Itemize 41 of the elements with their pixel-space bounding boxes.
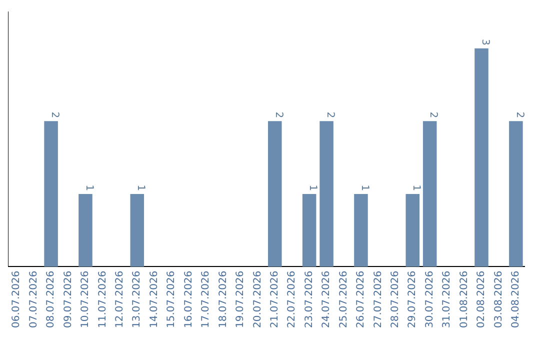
x-tick-label: 28.07.2026	[390, 270, 401, 328]
x-tick-label: 23.07.2026	[304, 270, 315, 328]
x-tick-label: 02.08.2026	[476, 270, 488, 328]
x-tick-label: 03.08.2026	[493, 270, 504, 328]
x-tick-label: 11.07.2026	[97, 270, 108, 328]
x-tick-label: 20.07.2026	[252, 270, 264, 328]
x-tick-label: 29.07.2026	[407, 270, 418, 328]
x-tick-label: 16.07.2026	[183, 270, 194, 328]
x-tick-label: 13.07.2026	[132, 270, 143, 328]
x-tick-label: 25.07.2026	[338, 270, 350, 328]
data-label: 1	[83, 184, 94, 191]
x-tick-label: 27.07.2026	[372, 270, 384, 328]
data-label: 3	[479, 39, 490, 46]
x-tick-label: 07.07.2026	[28, 270, 40, 328]
data-label: 2	[272, 112, 284, 118]
x-tick-label: 14.07.2026	[148, 270, 160, 328]
data-label: 2	[514, 112, 525, 118]
data-label: 1	[410, 184, 422, 191]
x-tick-label: 31.07.2026	[442, 270, 453, 328]
data-label: 2	[428, 112, 439, 118]
x-tick-label: 26.07.2026	[356, 270, 367, 328]
x-tick-label: 19.07.2026	[235, 270, 246, 328]
data-label: 2	[324, 112, 336, 118]
x-tick-label: 08.07.2026	[46, 270, 57, 328]
x-tick-label: 06.07.2026	[11, 270, 22, 328]
x-tick-label: 18.07.2026	[218, 270, 229, 328]
data-label: 2	[48, 112, 60, 118]
x-tick-label: 12.07.2026	[114, 270, 126, 328]
x-tick-label: 01.08.2026	[458, 270, 470, 328]
x-tick-label: 30.07.2026	[424, 270, 436, 328]
x-tick-label: 15.07.2026	[166, 270, 178, 328]
x-tick-label: 17.07.2026	[200, 270, 212, 328]
x-tick-label: 24.07.2026	[321, 270, 332, 328]
x-tick-label: 22.07.2026	[286, 270, 298, 328]
data-label: 1	[307, 184, 318, 191]
data-label: 1	[358, 184, 370, 191]
x-tick-label: 21.07.2026	[269, 270, 280, 328]
x-tick-label: 10.07.2026	[80, 270, 92, 328]
x-tick-label: 04.08.2026	[510, 270, 522, 328]
data-label: 1	[135, 184, 146, 191]
x-tick-label: 09.07.2026	[62, 270, 74, 328]
